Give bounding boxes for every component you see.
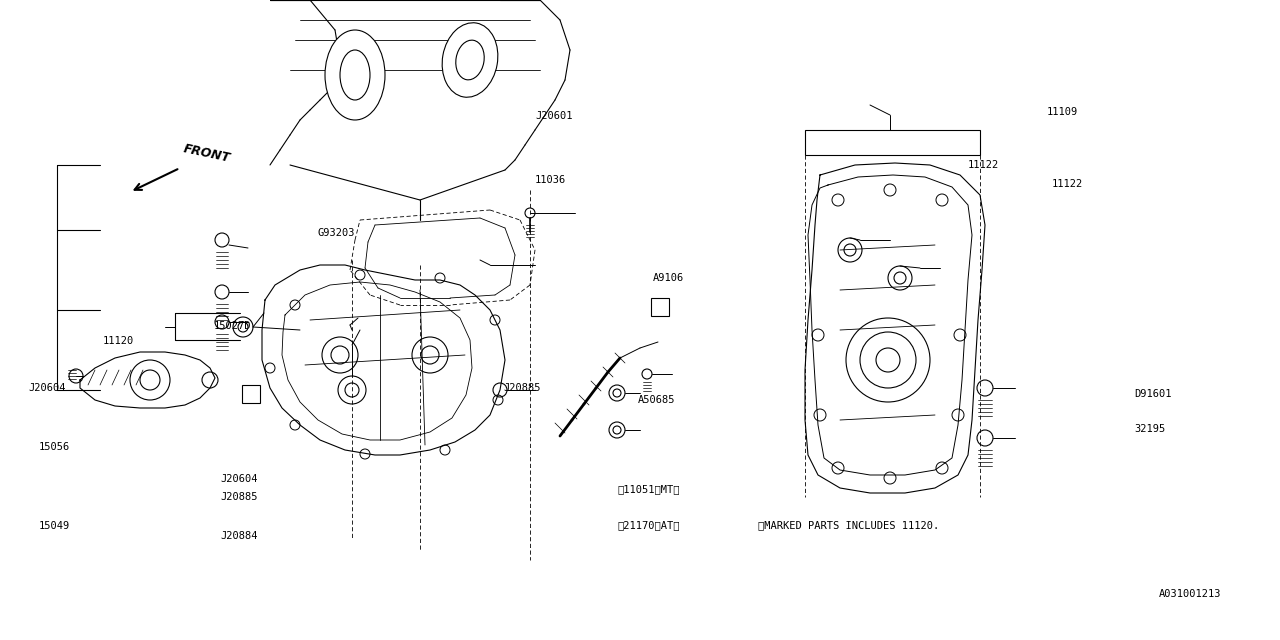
Text: A: A (657, 302, 663, 312)
Text: J20885: J20885 (220, 492, 257, 502)
Text: 32195: 32195 (1134, 424, 1165, 434)
Bar (242, 385, 260, 403)
Bar (805, 130, 980, 155)
Text: 11122: 11122 (1052, 179, 1083, 189)
Text: D91601: D91601 (1134, 388, 1171, 399)
Text: 11120: 11120 (102, 336, 133, 346)
Text: G93203: G93203 (317, 228, 355, 238)
Text: 15027D: 15027D (214, 321, 251, 332)
Ellipse shape (442, 23, 498, 97)
Text: 15049: 15049 (38, 521, 69, 531)
Text: ※21170〈AT〉: ※21170〈AT〉 (617, 520, 680, 530)
Text: J20601: J20601 (535, 111, 572, 122)
Text: J20884: J20884 (220, 531, 257, 541)
Ellipse shape (340, 50, 370, 100)
Ellipse shape (325, 30, 385, 120)
Ellipse shape (456, 40, 484, 80)
Text: J20604: J20604 (28, 383, 65, 394)
Text: 11109: 11109 (1047, 107, 1078, 117)
Text: A031001213: A031001213 (1158, 589, 1221, 599)
Text: 11122: 11122 (968, 160, 998, 170)
Text: J20604: J20604 (220, 474, 257, 484)
Bar (652, 298, 669, 316)
Text: 15056: 15056 (38, 442, 69, 452)
Text: A: A (248, 389, 253, 399)
Text: ※MARKED PARTS INCLUDES 11120.: ※MARKED PARTS INCLUDES 11120. (758, 520, 940, 530)
Text: A9106: A9106 (653, 273, 684, 284)
Text: A50685: A50685 (637, 395, 675, 405)
Text: FRONT: FRONT (182, 142, 232, 165)
Text: J20885: J20885 (503, 383, 540, 394)
Text: ※11051〈MT〉: ※11051〈MT〉 (617, 484, 680, 494)
Text: 11036: 11036 (535, 175, 566, 186)
